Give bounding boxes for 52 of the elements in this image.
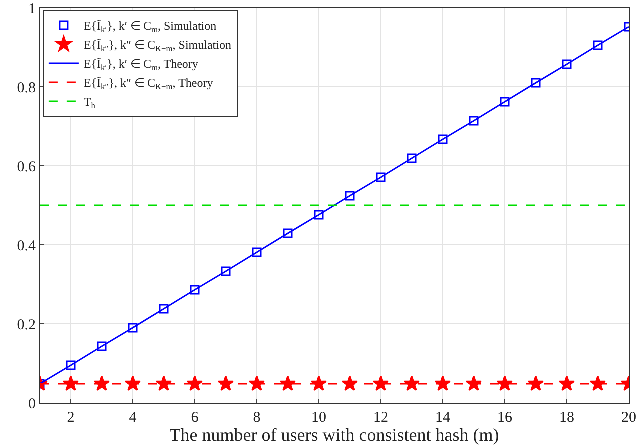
point: [500, 97, 510, 107]
point: [372, 376, 390, 392]
point: [496, 376, 514, 392]
point: [310, 376, 328, 392]
x-tick-label: 6: [191, 410, 200, 426]
x-tick-label: 4: [129, 410, 138, 426]
point: [248, 376, 266, 392]
legend-label: E{Ĩ$_{k′}$}, k′ ∈ C$_{m}$, Theory: [84, 57, 198, 73]
point: [528, 376, 544, 392]
y-tick-label: 0.4: [17, 238, 36, 254]
point: [469, 116, 479, 126]
legend-label: E{Ĩ$_{k′}$}, k′ ∈ C$_{m}$, Simulation: [84, 19, 217, 35]
point: [593, 40, 603, 50]
point: [128, 323, 138, 333]
y-tick-label: 0.8: [17, 80, 36, 96]
point: [94, 376, 110, 392]
point: [97, 342, 107, 352]
point: [438, 134, 448, 144]
point: [280, 376, 296, 392]
legend-label: E{Ĩ$_{k″}$}, k″ ∈ C$_{K−m}$, Simulation: [84, 38, 232, 54]
point: [221, 266, 231, 276]
point: [531, 78, 541, 88]
x-tick-label: 16: [498, 410, 513, 426]
point: [62, 376, 80, 392]
point: [66, 360, 76, 370]
point: [252, 248, 262, 258]
point: [314, 210, 324, 220]
legend-label: E{Ĩ$_{k″}$}, k″ ∈ C$_{K−m}$, Theory: [84, 76, 214, 92]
x-tick-label: 12: [374, 410, 388, 426]
point: [186, 376, 204, 392]
x-tick-label: 8: [253, 410, 261, 426]
point: [190, 285, 200, 295]
point: [404, 376, 420, 392]
y-tick-label: 0: [28, 396, 36, 412]
point: [345, 191, 355, 201]
x-tick-label: 14: [436, 410, 451, 426]
point: [590, 376, 606, 392]
legend-label: T$_{h}$: [84, 95, 96, 111]
y-tick-label: 0.6: [17, 159, 36, 176]
x-axis-title: The number of users with consistent hash (m): [170, 425, 500, 445]
y-tick-label: 0.2: [17, 317, 36, 334]
point: [407, 154, 417, 164]
x-tick-label: 2: [67, 410, 75, 426]
y-tick-label: 1: [28, 1, 36, 18]
point: [562, 60, 572, 70]
x-tick-label: 18: [560, 410, 574, 426]
x-tick-label: 20: [622, 410, 636, 426]
x-tick-label: 10: [312, 410, 326, 426]
point: [376, 172, 386, 182]
point: [159, 304, 169, 314]
point: [156, 376, 172, 392]
point: [283, 228, 293, 238]
